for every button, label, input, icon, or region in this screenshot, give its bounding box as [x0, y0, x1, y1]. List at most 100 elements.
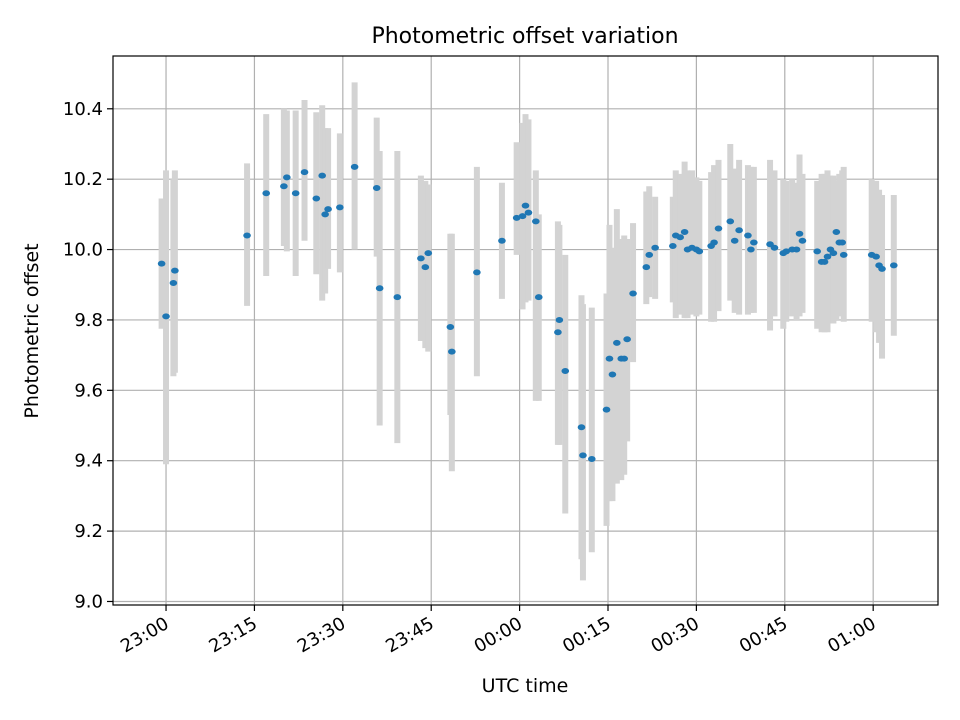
data-point — [872, 253, 880, 260]
data-point — [669, 243, 677, 250]
data-point — [623, 336, 631, 343]
data-point — [750, 239, 758, 246]
data-point — [162, 313, 170, 320]
y-tick-label: 10.2 — [63, 169, 103, 190]
data-point — [695, 248, 704, 255]
data-point — [680, 228, 689, 235]
data-point — [262, 190, 271, 197]
chart-title: Photometric offset variation — [371, 24, 678, 49]
data-point — [318, 172, 326, 179]
y-tick-label: 9.0 — [74, 591, 103, 612]
data-point — [157, 260, 166, 267]
data-point — [561, 367, 570, 374]
data-point — [283, 174, 291, 181]
data-point — [629, 290, 637, 297]
y-axis-ticks: 9.0 9.2 9.4 9.6 9.8 10.0 10.2 10.4 — [63, 99, 113, 612]
data-point — [726, 218, 735, 225]
data-point — [645, 251, 654, 258]
data-point — [878, 265, 886, 272]
data-point — [823, 253, 832, 260]
x-tick-label: 23:00 — [117, 613, 172, 657]
data-point — [532, 218, 540, 225]
data-point — [890, 262, 898, 269]
data-point — [555, 316, 564, 323]
x-tick-label: 00:00 — [471, 613, 526, 657]
data-point — [710, 239, 718, 246]
data-point — [393, 294, 402, 301]
data-point — [735, 227, 743, 234]
data-point — [577, 424, 586, 431]
data-point — [608, 371, 617, 378]
y-tick-label: 9.2 — [74, 521, 103, 542]
data-point — [243, 232, 251, 239]
data-point — [169, 279, 178, 286]
data-point — [602, 406, 611, 413]
data-point — [300, 169, 309, 176]
error-bars — [158, 82, 897, 581]
data-point — [280, 183, 288, 190]
data-point — [744, 232, 752, 239]
data-point — [372, 184, 381, 191]
data-point — [642, 264, 651, 271]
y-tick-label: 9.4 — [74, 451, 103, 472]
y-tick-label: 10.4 — [63, 99, 103, 120]
data-point — [839, 251, 848, 258]
y-tick-label: 10.0 — [63, 240, 103, 261]
x-axis-ticks: 23:00 23:15 23:30 23:45 00:00 00:15 00:30 00:45… — [117, 605, 880, 657]
data-point — [605, 355, 614, 362]
data-point — [820, 258, 829, 265]
data-point — [336, 204, 344, 211]
data-point — [473, 269, 481, 276]
data-point — [838, 239, 847, 246]
data-point — [534, 294, 543, 301]
data-point — [587, 455, 596, 462]
data-point — [524, 209, 533, 216]
data-point — [651, 244, 659, 251]
x-tick-label: 23:30 — [294, 613, 349, 657]
data-point — [798, 237, 807, 244]
data-point — [424, 250, 433, 257]
data-point — [171, 267, 179, 274]
data-point — [792, 246, 801, 253]
data-point — [321, 211, 329, 218]
data-point — [417, 255, 425, 262]
data-point — [832, 228, 841, 235]
data-point — [554, 329, 562, 336]
y-tick-label: 9.6 — [74, 380, 103, 401]
y-axis-label: Photometric offset — [21, 243, 43, 418]
data-point — [448, 348, 456, 355]
data-point — [350, 163, 359, 170]
data-point — [291, 190, 300, 197]
y-tick-label: 9.8 — [74, 310, 103, 331]
data-point — [770, 244, 779, 251]
x-tick-label: 00:45 — [736, 613, 791, 657]
data-point — [747, 246, 755, 253]
data-point — [518, 213, 527, 220]
data-point — [521, 202, 530, 209]
x-tick-label: 23:45 — [382, 613, 437, 657]
x-tick-label: 00:30 — [647, 613, 702, 657]
data-point — [579, 452, 587, 459]
data-point — [795, 230, 804, 237]
data-point — [324, 206, 332, 213]
data-point — [312, 195, 321, 202]
data-point — [498, 237, 506, 244]
x-tick-label: 23:15 — [206, 613, 261, 657]
plot-frame — [112, 55, 939, 606]
data-point — [676, 234, 684, 241]
data-point — [829, 250, 838, 257]
data-point — [782, 248, 791, 255]
data-point — [446, 323, 455, 330]
data-point — [613, 339, 621, 346]
data-point — [620, 355, 629, 362]
data-point — [421, 264, 430, 271]
data-points — [157, 163, 898, 462]
data-point — [730, 237, 739, 244]
data-point — [375, 285, 384, 292]
data-point — [512, 214, 521, 221]
x-tick-label: 00:15 — [559, 613, 614, 657]
x-tick-label: 01:00 — [824, 613, 879, 657]
data-point — [813, 248, 821, 255]
x-axis-label: UTC time — [482, 675, 569, 697]
